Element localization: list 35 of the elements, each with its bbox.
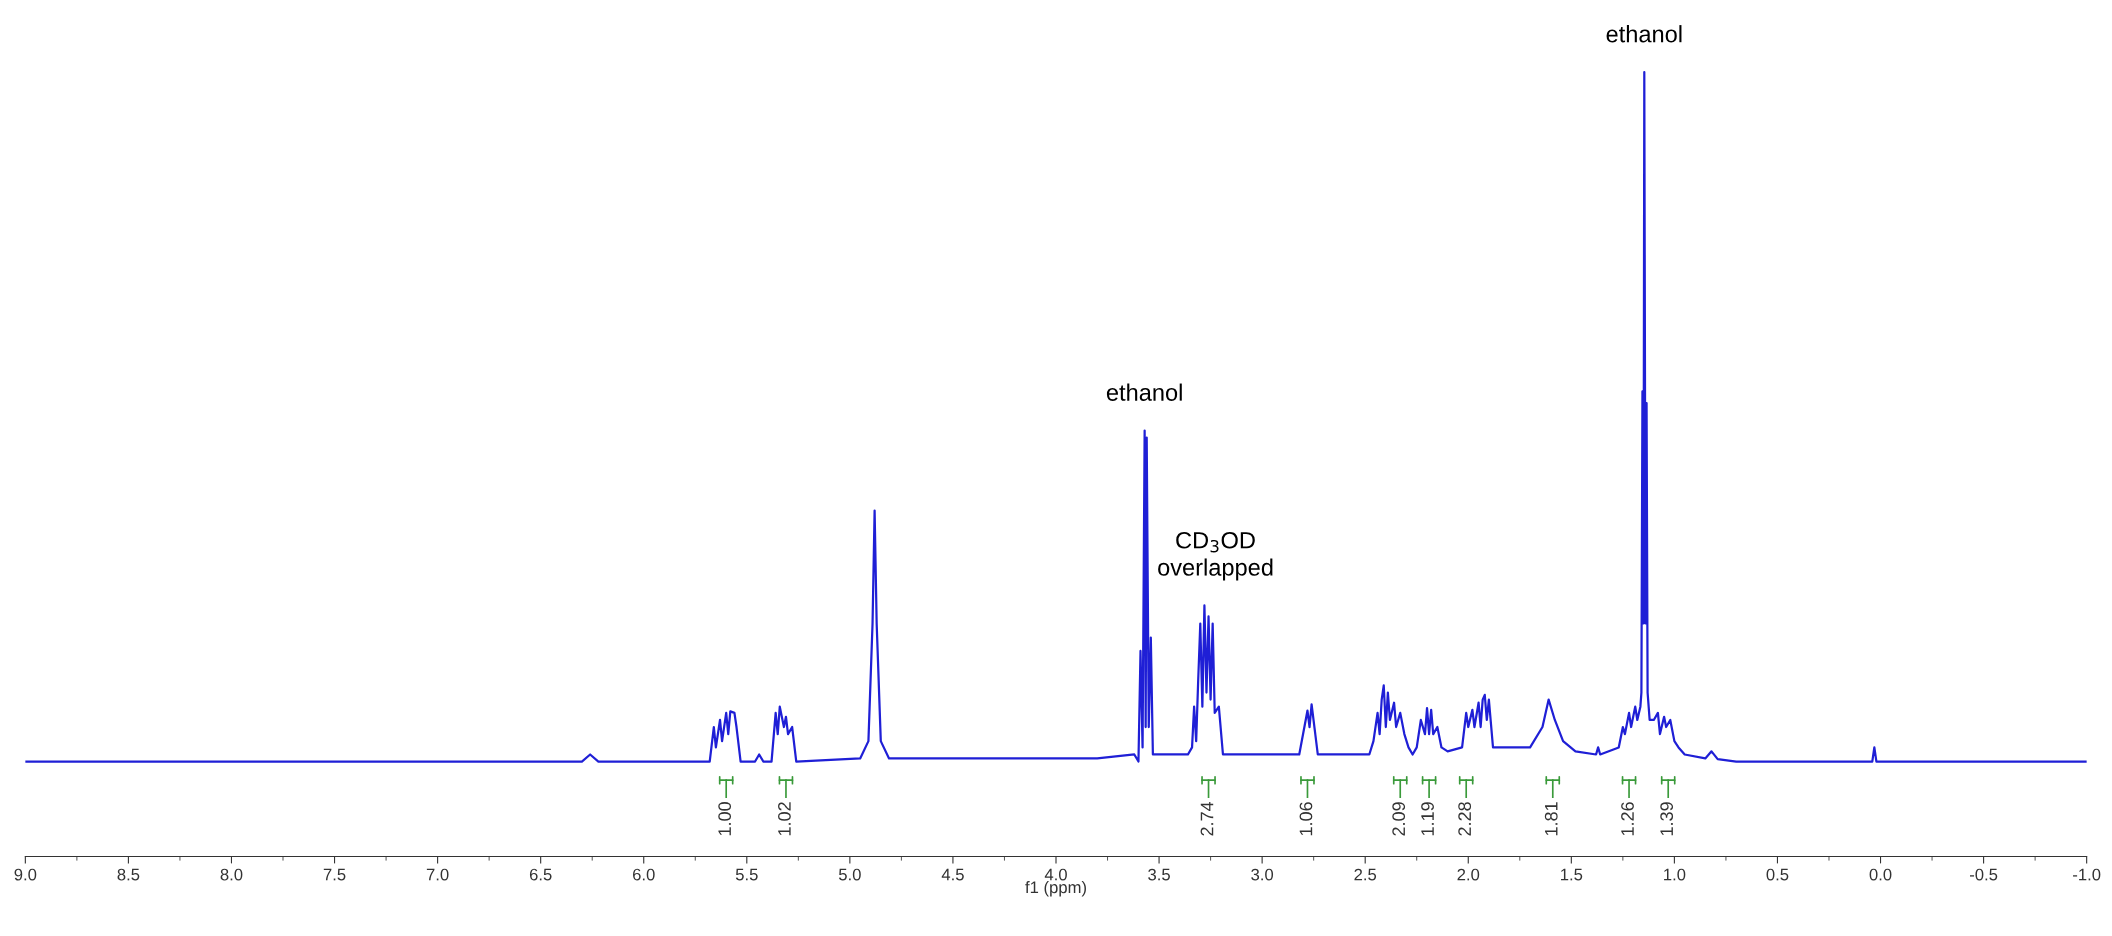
x-tick-label: 1.0	[1664, 868, 1686, 881]
x-tick-label: 7.0	[426, 868, 449, 881]
annotation: ethanol	[1606, 25, 1682, 43]
annotation: 2.74	[1200, 801, 1214, 836]
annotation: 1.00	[718, 802, 732, 836]
x-tick-label: 4.5	[941, 868, 964, 881]
x-tick-label: -0.5	[1969, 868, 1998, 881]
x-tick-label: 3.0	[1251, 868, 1274, 881]
x-tick-label: 0.5	[1766, 868, 1789, 881]
x-tick-label: 7.5	[323, 868, 346, 881]
x-tick-label: 2.5	[1354, 868, 1377, 881]
annotation: 1.26	[1621, 802, 1634, 836]
annotation: 1.39	[1660, 802, 1674, 836]
annotation: 1.19	[1421, 802, 1434, 836]
annotation: 1.02	[778, 802, 791, 836]
annotation: CD$_{3}$OD overlapped	[1158, 531, 1273, 581]
annotation: 1.81	[1544, 802, 1558, 836]
x-tick-label: 9.0	[14, 868, 37, 881]
x-tick-label: 5.0	[838, 868, 861, 881]
x-tick-label: 3.5	[1148, 868, 1170, 881]
x-tick-label: 1.5	[1561, 868, 1583, 881]
x-tick-label: 8.5	[117, 868, 140, 881]
annotation: 2.28	[1458, 802, 1472, 836]
x-tick-label: 6.0	[633, 868, 655, 881]
x-tick-label: 5.5	[735, 868, 758, 881]
x-tick-label: -1.0	[2073, 868, 2101, 881]
annotation: 1.06	[1299, 802, 1313, 836]
annotation: ethanol	[1106, 383, 1182, 401]
x-tick-label: 8.0	[220, 868, 243, 881]
x-tick-label: 6.5	[529, 868, 552, 881]
x-tick-label: 2.0	[1457, 868, 1480, 881]
x-tick-label: 4.0	[1044, 868, 1067, 881]
annotation: 2.09	[1392, 802, 1406, 836]
x-axis-title: f1 (ppm)	[1025, 881, 1086, 897]
x-tick-label: 0.0	[1869, 868, 1892, 881]
